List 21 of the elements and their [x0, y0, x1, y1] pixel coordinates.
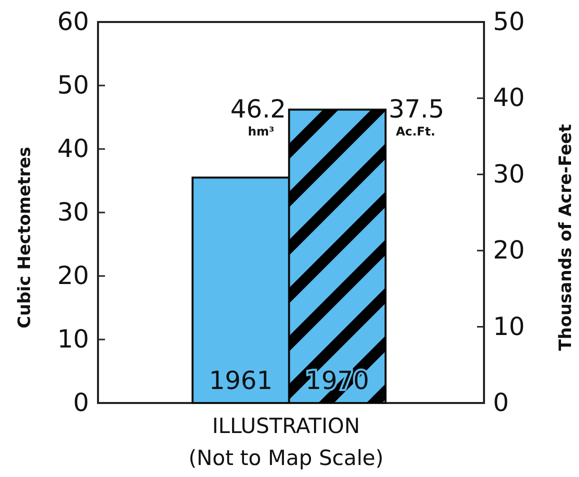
- y-axis-title: Cubic Hectometres: [15, 146, 35, 328]
- annotation: hm³: [248, 124, 274, 139]
- y-tick-label: 0: [73, 388, 89, 417]
- text: 37.5: [388, 94, 444, 124]
- y2-tick-label: 30: [493, 159, 525, 188]
- x-axis-title: ILLUSTRATION (Not to Map Scale): [188, 414, 384, 470]
- y2-axis-title: Thousands of Acre-Feet: [556, 124, 576, 351]
- annotation: 46.2: [230, 94, 286, 124]
- y2-tick-label: 0: [493, 388, 509, 417]
- y-tick-label: 50: [57, 70, 89, 100]
- y2-tick-label: 40: [493, 83, 525, 112]
- text: Ac.Ft.: [396, 124, 436, 139]
- y-tick-label: 40: [57, 134, 89, 163]
- y-tick-label: 60: [57, 7, 89, 36]
- y-tick-label: 10: [57, 324, 89, 354]
- y-tick-label: 20: [57, 261, 89, 290]
- y2-tick-label: 50: [493, 7, 525, 36]
- x-tick-label: 1961: [209, 366, 273, 395]
- y-tick-label: 30: [57, 198, 89, 226]
- y2-tick-label: 10: [493, 312, 525, 341]
- y2-tick-label: 20: [493, 236, 525, 265]
